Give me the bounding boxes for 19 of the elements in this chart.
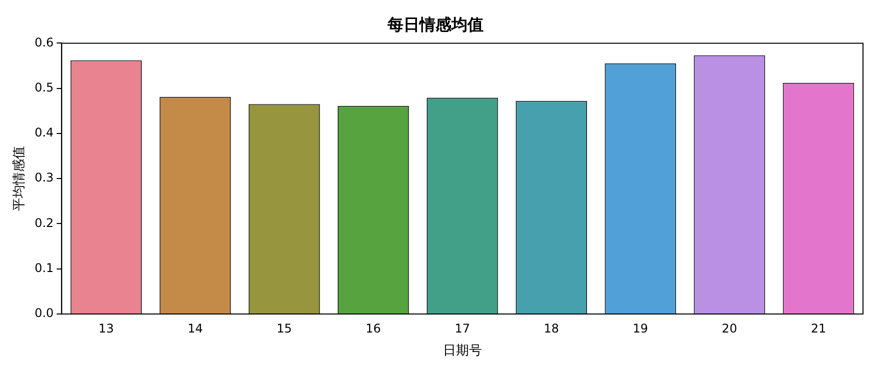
x-tick-label: 15	[276, 321, 292, 336]
y-tick-label: 0.6	[34, 35, 54, 50]
y-axis-title: 平均情感值	[12, 146, 28, 212]
x-tick-label: 19	[632, 321, 648, 336]
x-tick-label: 18	[544, 321, 560, 336]
x-axis-title: 日期号	[442, 344, 482, 359]
chart-title: 每日情感均值	[386, 14, 484, 34]
y-tick-label: 0.2	[34, 216, 54, 230]
y-tick-label: 0.1	[34, 260, 54, 275]
y-tick-label: 0.5	[34, 80, 54, 94]
x-tick-label: 14	[188, 321, 203, 336]
x-tick-label: 20	[722, 321, 738, 336]
x-tick-label: 17	[454, 321, 470, 336]
y-tick-label: 0.4	[34, 126, 54, 140]
y-tick-label: 0.3	[34, 170, 54, 185]
x-tick-label: 16	[366, 321, 381, 336]
y-tick-label: 0.0	[34, 306, 54, 320]
x-tick-label: 13	[98, 321, 114, 336]
x-tick-label: 21	[810, 321, 826, 336]
